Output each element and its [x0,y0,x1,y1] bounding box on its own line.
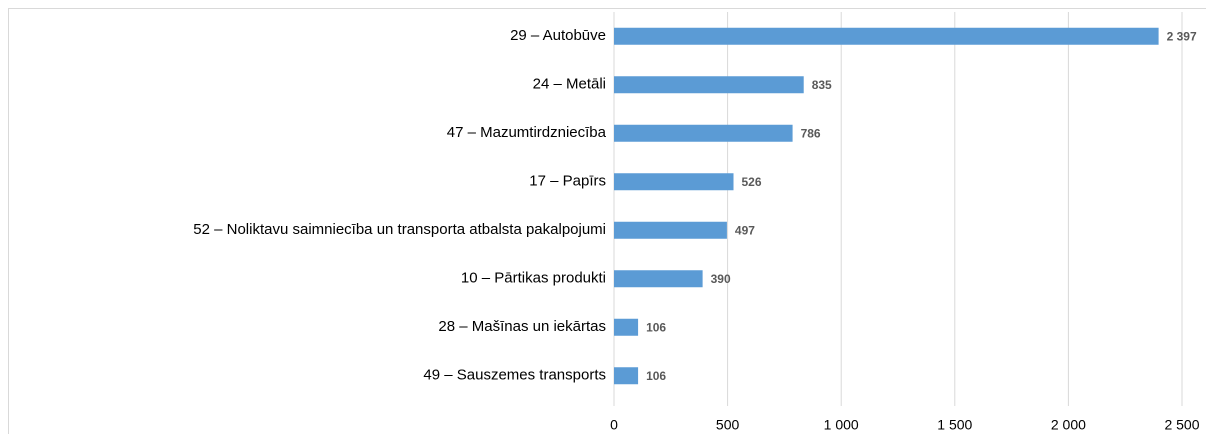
bar [614,318,639,336]
y-tick-label: 28 – Mašīnas un iekārtas [438,318,606,335]
value-label: 835 [812,78,832,92]
x-tick-label: 0 [610,417,618,433]
y-tick-label: 49 – Sauszemes transports [423,367,606,384]
bar [614,27,1159,45]
value-label: 786 [801,126,821,140]
bar [614,221,727,239]
x-tick-label: 500 [716,417,740,433]
value-label: 106 [646,320,666,334]
value-label: 390 [711,272,731,286]
value-label: 106 [646,369,666,383]
y-tick-label: 29 – Autobūve [510,27,606,44]
chart-frame [8,8,1206,434]
bar [614,270,703,288]
value-label: 526 [742,175,762,189]
x-tick-label: 2 500 [1164,417,1199,433]
y-tick-label: 10 – Pārtikas produkti [461,270,606,287]
y-tick-label: 17 – Papīrs [529,173,606,190]
x-tick-label: 2 000 [1051,417,1086,433]
bar [614,173,734,191]
bar [614,367,639,385]
y-tick-label: 52 – Noliktavu saimniecība un transporta… [193,221,606,238]
value-label: 2 397 [1167,29,1197,43]
y-tick-label: 47 – Mazumtirdzniecība [447,124,607,141]
value-label: 497 [735,223,755,237]
y-tick-label: 24 – Metāli [533,76,606,93]
bar [614,76,804,94]
bar [614,124,793,142]
x-tick-label: 1 500 [937,417,972,433]
x-tick-label: 1 000 [824,417,859,433]
